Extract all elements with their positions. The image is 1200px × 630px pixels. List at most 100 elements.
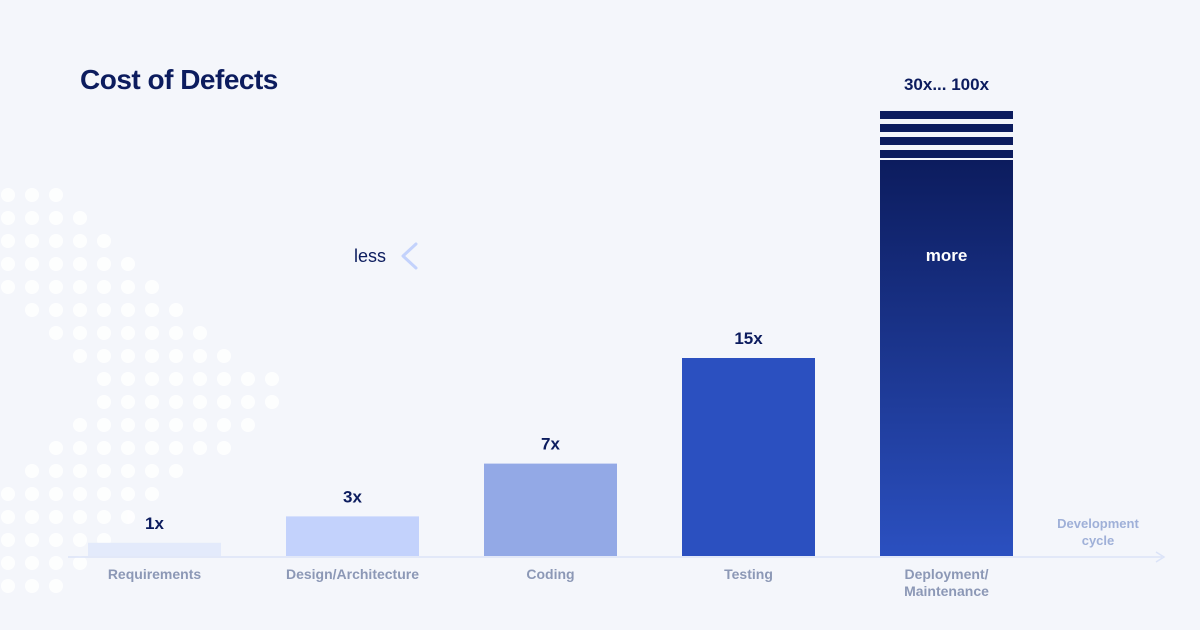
decorative-dot: [193, 418, 207, 432]
decorative-dot: [169, 349, 183, 363]
decorative-dot: [97, 372, 111, 386]
decorative-dot: [145, 280, 159, 294]
decorative-dot: [49, 257, 63, 271]
decorative-dot: [73, 556, 87, 570]
bar-extension-stripe: [880, 124, 1013, 132]
x-tick-label: Design/Architecture: [286, 566, 419, 582]
decorative-dot: [49, 464, 63, 478]
decorative-dot: [169, 326, 183, 340]
decorative-dot: [73, 211, 87, 225]
decorative-dot: [49, 579, 63, 593]
decorative-dot: [121, 280, 135, 294]
decorative-dot: [49, 280, 63, 294]
decorative-dot: [145, 372, 159, 386]
decorative-dot: [97, 326, 111, 340]
decorative-dot: [97, 257, 111, 271]
data-label: 3x: [343, 487, 362, 506]
x-tick-label: Testing: [724, 566, 773, 582]
bar-extension-stripe: [880, 137, 1013, 145]
bar-extension-stripe: [880, 150, 1013, 158]
decorative-dot: [25, 487, 39, 501]
decorative-dot: [145, 326, 159, 340]
decorative-dot: [49, 533, 63, 547]
bar-design-architecture: [286, 516, 419, 556]
decorative-dot: [145, 303, 159, 317]
decorative-dot: [193, 441, 207, 455]
decorative-dot: [193, 349, 207, 363]
decorative-dot: [241, 395, 255, 409]
x-tick-label: Requirements: [108, 566, 202, 582]
decorative-dot: [49, 188, 63, 202]
decorative-dot: [97, 303, 111, 317]
decorative-dot: [121, 487, 135, 501]
decorative-dot: [1, 188, 15, 202]
decorative-dot: [169, 441, 183, 455]
decorative-dot: [49, 234, 63, 248]
decorative-dot: [25, 579, 39, 593]
annotation-less: less: [354, 246, 386, 266]
x-axis-title: Development: [1057, 516, 1139, 531]
decorative-dot: [25, 234, 39, 248]
decorative-dot: [25, 556, 39, 570]
decorative-dot: [193, 372, 207, 386]
decorative-dot: [73, 533, 87, 547]
decorative-dot: [145, 418, 159, 432]
data-label: 15x: [734, 329, 763, 348]
decorative-dot: [97, 418, 111, 432]
decorative-dot: [25, 533, 39, 547]
data-label: 30x... 100x: [904, 75, 990, 94]
decorative-dot: [217, 372, 231, 386]
decorative-dot: [121, 372, 135, 386]
decorative-dot: [121, 464, 135, 478]
decorative-dot: [49, 211, 63, 225]
decorative-dot: [1, 510, 15, 524]
decorative-dot: [217, 441, 231, 455]
decorative-dot: [73, 280, 87, 294]
decorative-dot: [121, 303, 135, 317]
x-tick-label: Maintenance: [904, 583, 989, 599]
decorative-dot: [121, 349, 135, 363]
bar-testing: [682, 358, 815, 556]
bar-coding: [484, 463, 617, 556]
decorative-dot-pattern: [1, 188, 279, 593]
arrow-left-icon: [401, 242, 418, 270]
decorative-dot: [121, 257, 135, 271]
decorative-dot: [49, 326, 63, 340]
annotation-more: more: [926, 246, 968, 265]
decorative-dot: [1, 556, 15, 570]
decorative-dot: [97, 395, 111, 409]
data-label: 7x: [541, 435, 560, 454]
decorative-dot: [73, 418, 87, 432]
bar-extension-stripe: [880, 111, 1013, 119]
decorative-dot: [1, 579, 15, 593]
bar-deployment-maintenance: [880, 160, 1013, 556]
decorative-dot: [145, 487, 159, 501]
decorative-dot: [193, 326, 207, 340]
decorative-dot: [97, 280, 111, 294]
decorative-dot: [25, 280, 39, 294]
decorative-dot: [97, 349, 111, 363]
x-tick-label: Deployment/: [904, 566, 988, 582]
x-axis-arrowhead-icon: [1155, 551, 1166, 563]
decorative-dot: [49, 487, 63, 501]
decorative-dot: [73, 487, 87, 501]
decorative-dot: [73, 326, 87, 340]
decorative-dot: [73, 441, 87, 455]
data-label: 1x: [145, 514, 164, 533]
decorative-dot: [97, 464, 111, 478]
decorative-dot: [73, 257, 87, 271]
x-tick-label: Coding: [526, 566, 574, 582]
decorative-dot: [1, 234, 15, 248]
decorative-dot: [145, 464, 159, 478]
decorative-dot: [217, 418, 231, 432]
decorative-dot: [73, 464, 87, 478]
decorative-dot: [1, 257, 15, 271]
decorative-dot: [49, 556, 63, 570]
decorative-dot: [73, 510, 87, 524]
decorative-dot: [1, 211, 15, 225]
decorative-dot: [145, 349, 159, 363]
decorative-dot: [145, 395, 159, 409]
decorative-dot: [73, 303, 87, 317]
decorative-dot: [193, 395, 207, 409]
